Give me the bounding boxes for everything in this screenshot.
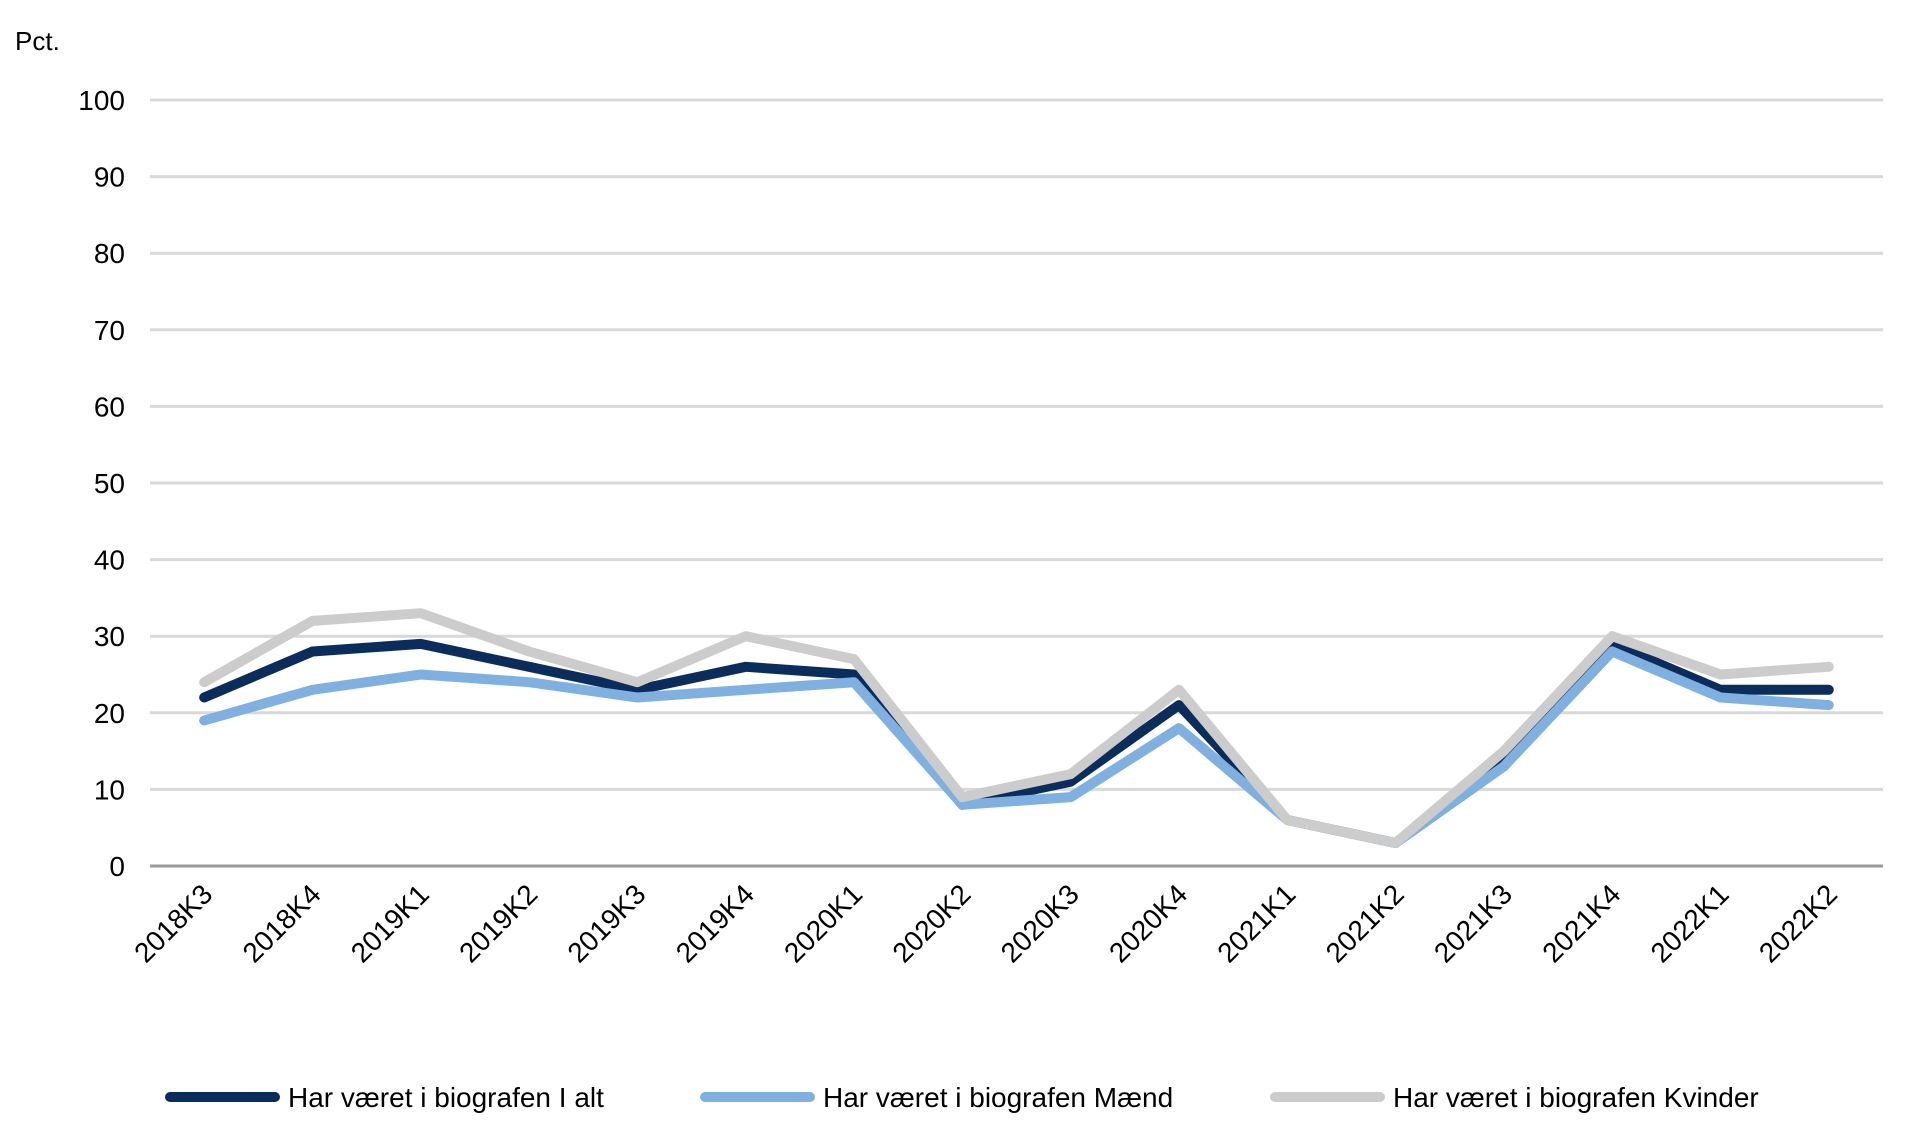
x-tick-label: 2022K2: [1753, 878, 1843, 968]
y-tick-label: 80: [94, 238, 125, 269]
x-tick-label: 2018K4: [237, 878, 327, 968]
x-tick-label: 2019K3: [561, 878, 651, 968]
x-tick-label: 2020K4: [1103, 878, 1193, 968]
y-tick-label: 50: [94, 468, 125, 499]
series-line-2: [199, 646, 1834, 848]
y-tick-label: 0: [109, 851, 125, 882]
x-tick-label: 2019K2: [453, 878, 543, 968]
series-lines: [199, 608, 1834, 848]
y-tick-label: 90: [94, 162, 125, 193]
gridlines: [150, 98, 1883, 868]
series-line-1: [199, 638, 1834, 848]
x-tick-label: 2021K2: [1320, 878, 1410, 968]
legend-label: Har været i biografen Mænd: [823, 1082, 1173, 1113]
x-axis-ticks: 2018K3 2018K4 2019K1 2019K2 2019K3 2019K4 2020…: [128, 878, 1843, 968]
y-axis-unit-label: Pct.: [15, 26, 60, 56]
y-tick-label: 20: [94, 698, 125, 729]
y-tick-label: 10: [94, 774, 125, 805]
y-axis-ticks: 0 10 20 30 40 50 60 70 80 90 100: [78, 85, 125, 882]
x-tick-label: 2020K2: [886, 878, 976, 968]
x-tick-label: 2018K3: [128, 878, 218, 968]
y-tick-label: 30: [94, 621, 125, 652]
x-tick-label: 2019K1: [345, 878, 435, 968]
y-tick-label: 40: [94, 545, 125, 576]
x-tick-label: 2021K3: [1428, 878, 1518, 968]
x-tick-label: 2021K4: [1536, 878, 1626, 968]
legend-label: Har været i biografen Kvinder: [1393, 1082, 1759, 1113]
x-tick-label: 2019K4: [670, 878, 760, 968]
legend-label: Har været i biografen I alt: [288, 1082, 604, 1113]
y-tick-label: 100: [78, 85, 125, 116]
x-tick-label: 2021K1: [1211, 878, 1301, 968]
y-tick-label: 70: [94, 315, 125, 346]
x-tick-label: 2022K1: [1645, 878, 1735, 968]
x-tick-label: 2020K3: [995, 878, 1085, 968]
series-line-3: [199, 608, 1834, 848]
x-tick-label: 2020K1: [778, 878, 868, 968]
legend: Har været i biografen I alt Har været i b…: [165, 1082, 1759, 1113]
y-tick-label: 60: [94, 391, 125, 422]
